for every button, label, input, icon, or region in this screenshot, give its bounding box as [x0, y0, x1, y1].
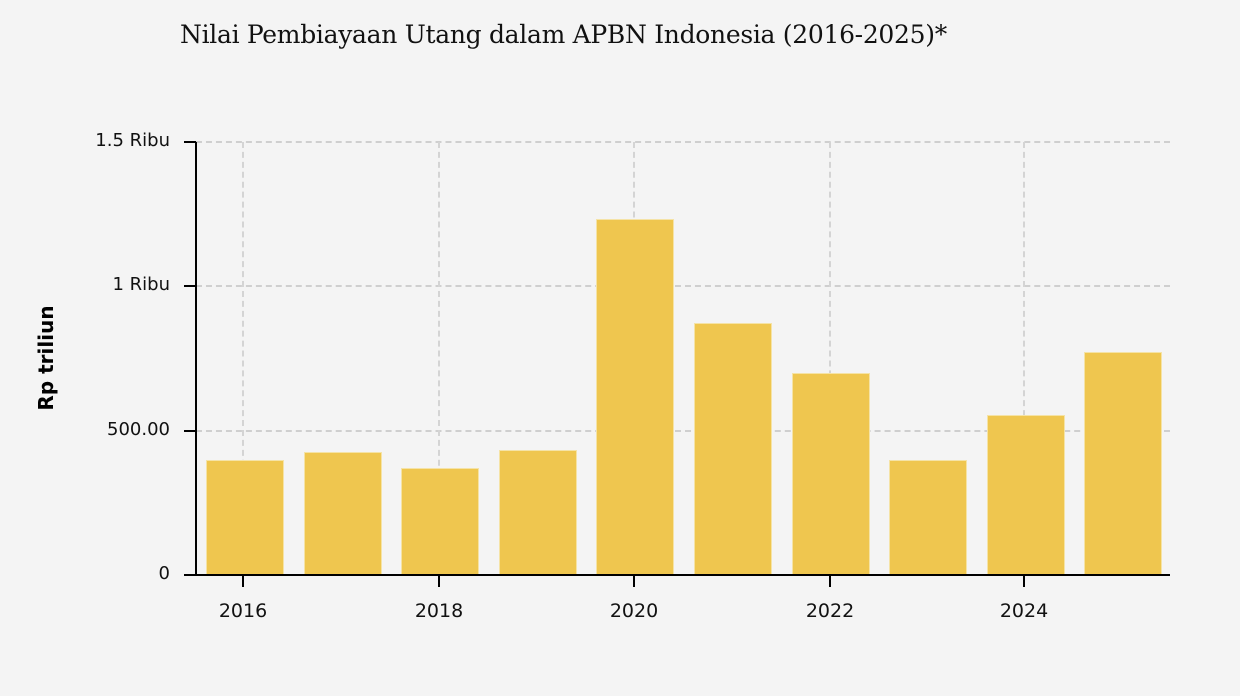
bar-2022[interactable]: [791, 372, 870, 575]
bar-2019[interactable]: [498, 450, 577, 575]
x-tick-label: 2020: [609, 600, 659, 622]
x-tick-mark: [1023, 575, 1025, 587]
vertical-gridline: [438, 142, 440, 575]
vertical-gridline: [1023, 142, 1025, 575]
chart-title: Nilai Pembiayaan Utang dalam APBN Indone…: [180, 20, 947, 49]
y-tick-label: 1 Ribu: [112, 274, 170, 295]
vertical-gridline: [829, 142, 831, 575]
x-tick-mark: [829, 575, 831, 587]
x-tick-label: 2022: [805, 600, 855, 622]
y-tick-mark: [184, 430, 196, 432]
y-tick-mark: [184, 141, 196, 143]
y-axis-title: Rp triliun: [34, 305, 58, 411]
horizontal-gridline: [196, 141, 1170, 143]
x-axis-line: [184, 574, 1170, 576]
x-tick-mark: [633, 575, 635, 587]
bar-2018[interactable]: [401, 467, 480, 575]
y-tick-mark: [184, 574, 196, 576]
bar-2017[interactable]: [303, 452, 382, 575]
y-tick-label: 0: [158, 563, 170, 584]
bar-2023[interactable]: [889, 460, 968, 575]
y-axis-line: [195, 142, 197, 576]
y-tick-mark: [184, 285, 196, 287]
bar-2020[interactable]: [596, 219, 675, 575]
vertical-gridline: [242, 142, 244, 575]
bar-2016[interactable]: [206, 460, 284, 575]
horizontal-gridline: [196, 285, 1170, 288]
y-tick-label: 1.5 Ribu: [95, 130, 170, 151]
bar-2024[interactable]: [986, 415, 1065, 575]
x-tick-mark: [438, 575, 440, 587]
x-tick-label: 2024: [999, 600, 1049, 622]
x-tick-label: 2018: [414, 600, 464, 622]
horizontal-gridline: [196, 429, 1170, 432]
x-tick-mark: [242, 575, 244, 587]
bar-2021[interactable]: [694, 323, 772, 575]
bar-2025[interactable]: [1084, 351, 1163, 575]
y-tick-label: 500.00: [107, 419, 170, 440]
plot-area: [196, 141, 1170, 575]
x-tick-label: 2016: [218, 600, 268, 622]
